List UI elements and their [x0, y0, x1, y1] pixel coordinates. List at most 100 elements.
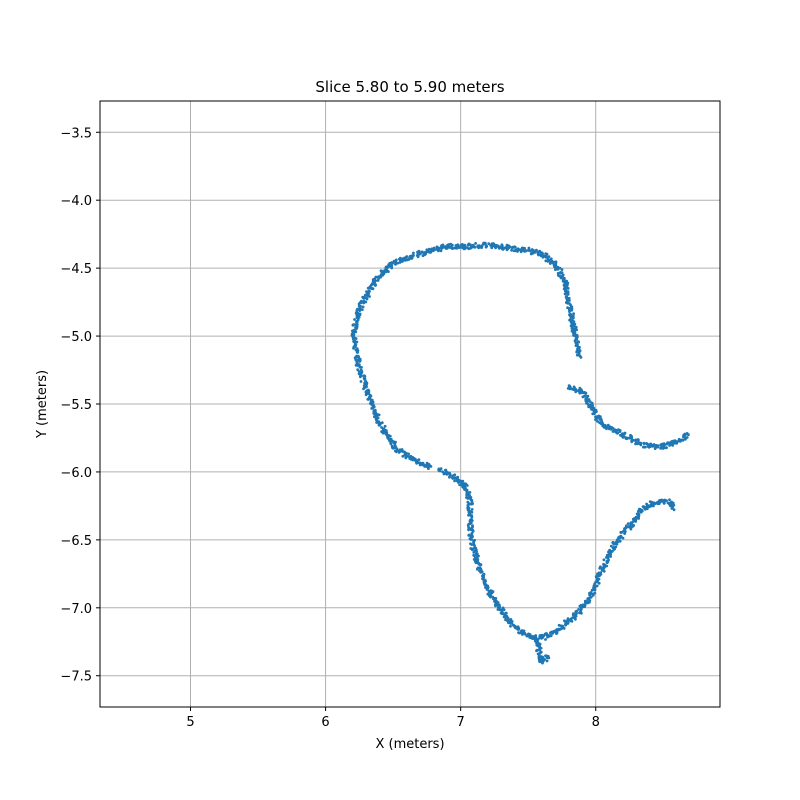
data-point	[552, 264, 556, 267]
data-point	[473, 560, 477, 563]
data-point	[387, 437, 390, 440]
data-point	[357, 358, 360, 362]
data-point	[463, 243, 467, 247]
x-axis-label: X (meters)	[375, 737, 444, 752]
data-point	[566, 301, 569, 305]
data-point	[672, 442, 676, 445]
data-point	[605, 427, 608, 431]
data-point	[568, 384, 571, 388]
data-point	[637, 512, 640, 516]
data-point	[545, 632, 548, 635]
data-point	[681, 438, 685, 442]
data-point	[479, 563, 483, 567]
data-point	[544, 638, 547, 641]
data-point	[354, 311, 358, 315]
data-point	[357, 316, 361, 319]
data-point	[591, 404, 594, 407]
data-point	[356, 354, 359, 358]
y-tick-label: −4.0	[60, 194, 92, 209]
data-point	[657, 502, 661, 505]
data-point	[683, 436, 687, 439]
data-point	[465, 488, 469, 492]
data-point	[555, 632, 558, 635]
data-point	[575, 335, 578, 339]
data-point	[668, 501, 672, 505]
data-point	[596, 580, 599, 584]
data-point	[509, 622, 513, 625]
data-point	[671, 501, 675, 505]
data-point	[350, 333, 354, 337]
data-point	[545, 659, 549, 663]
data-point	[621, 536, 625, 540]
data-point	[572, 316, 575, 320]
data-point	[563, 619, 566, 623]
data-point	[672, 503, 676, 507]
data-point	[636, 515, 640, 518]
data-point	[632, 517, 636, 520]
data-point	[356, 368, 360, 371]
data-point	[468, 502, 471, 506]
data-point	[530, 251, 533, 255]
data-point	[467, 494, 471, 497]
data-point	[496, 608, 500, 611]
data-point	[642, 441, 646, 445]
data-point	[608, 548, 612, 552]
data-point	[361, 305, 365, 309]
data-point	[662, 442, 666, 446]
data-point	[652, 504, 655, 508]
data-point	[397, 450, 401, 453]
data-point	[516, 247, 520, 251]
data-point	[556, 271, 560, 275]
data-point	[574, 611, 578, 615]
data-point	[390, 265, 393, 268]
data-point	[596, 420, 599, 423]
data-point	[364, 300, 368, 304]
data-point	[574, 338, 578, 341]
data-point	[542, 254, 546, 258]
data-point	[356, 362, 359, 366]
data-point	[645, 442, 648, 445]
data-point	[504, 611, 507, 615]
data-point	[501, 612, 504, 616]
data-point	[470, 510, 474, 514]
data-point	[365, 389, 369, 392]
data-point	[545, 255, 548, 259]
data-point	[404, 454, 407, 457]
data-point	[544, 654, 547, 658]
data-point	[493, 596, 497, 600]
data-point	[442, 245, 446, 249]
data-point	[368, 285, 372, 288]
data-point	[470, 244, 474, 248]
data-point	[537, 644, 540, 648]
data-point	[412, 251, 415, 255]
data-point	[469, 528, 473, 532]
data-point	[593, 584, 596, 588]
data-point	[586, 400, 589, 403]
data-point	[381, 428, 385, 431]
data-point	[549, 634, 553, 638]
data-point	[447, 245, 450, 248]
data-point	[474, 552, 478, 556]
data-point	[623, 529, 627, 533]
data-point	[537, 253, 541, 257]
data-point	[478, 569, 481, 573]
data-point	[377, 275, 381, 279]
data-point	[438, 246, 441, 250]
data-point	[574, 617, 577, 621]
data-point	[625, 437, 629, 441]
data-point	[375, 421, 378, 424]
data-point	[520, 249, 524, 253]
data-point	[571, 318, 574, 322]
data-point	[432, 246, 436, 250]
data-point	[566, 287, 570, 290]
x-tick-label: 8	[592, 715, 600, 730]
data-point	[478, 566, 482, 569]
data-point	[593, 411, 596, 415]
data-point	[640, 508, 643, 512]
data-point	[609, 544, 613, 548]
data-point	[671, 506, 674, 510]
data-point	[581, 395, 585, 399]
data-point	[353, 339, 357, 343]
data-point	[634, 442, 637, 446]
y-axis-ticks: −3.5 −4.0 −4.5 −5.0 −5.5 −6.0 −6.5 −7.0 −7.5	[60, 126, 100, 685]
